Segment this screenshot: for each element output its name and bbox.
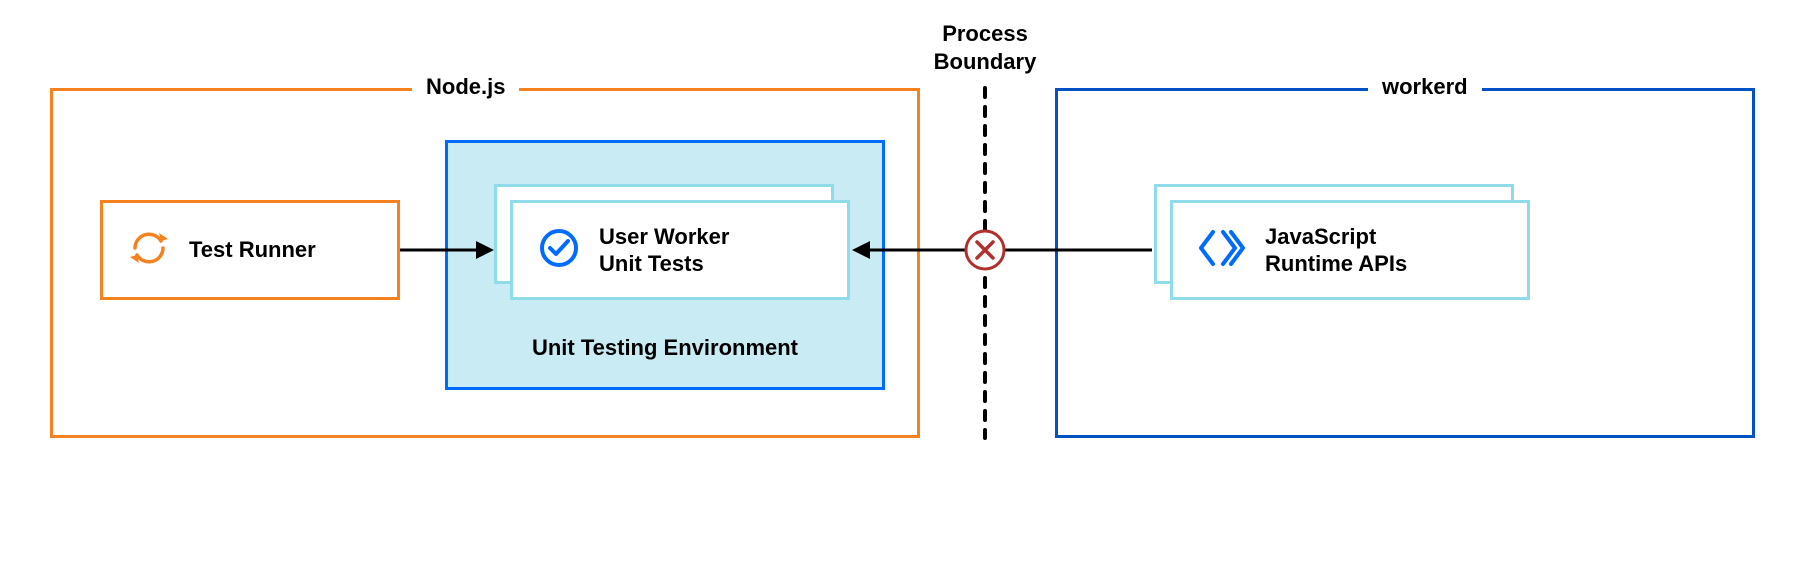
process-boundary-label: Process Boundary xyxy=(905,20,1065,75)
unit-tests-label: User Worker Unit Tests xyxy=(599,223,729,278)
js-apis-label: JavaScript Runtime APIs xyxy=(1265,223,1407,278)
test-runner-card: Test Runner xyxy=(100,200,400,300)
refresh-cycle-icon xyxy=(127,226,171,275)
workerd-label: workerd xyxy=(1368,74,1482,100)
unit-testing-env-label: Unit Testing Environment xyxy=(445,335,885,361)
diagram-canvas: Node.js workerd Unit Testing Environment… xyxy=(0,0,1802,564)
check-circle-icon xyxy=(537,226,581,275)
test-runner-label: Test Runner xyxy=(189,236,316,264)
nodejs-label: Node.js xyxy=(412,74,519,100)
unit-tests-card: User Worker Unit Tests xyxy=(510,200,850,300)
js-apis-card: JavaScript Runtime APIs xyxy=(1170,200,1530,300)
chevrons-icon xyxy=(1197,226,1247,275)
